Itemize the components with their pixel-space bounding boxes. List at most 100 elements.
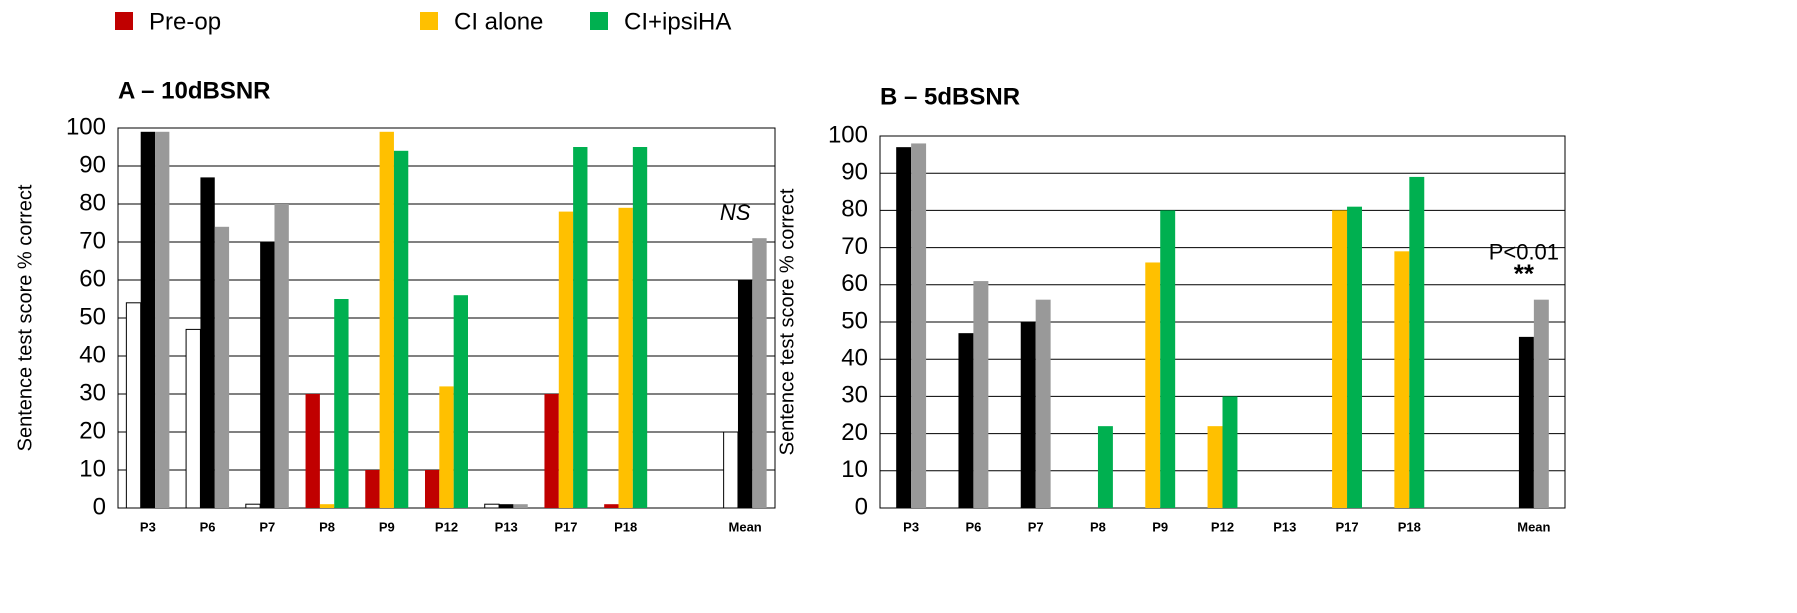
annotation: P<0.01 <box>1489 239 1559 264</box>
y-tick-label: 0 <box>855 493 868 520</box>
y-tick-label: 100 <box>828 121 868 148</box>
y-tick-label: 10 <box>79 455 106 482</box>
bar <box>155 131 170 509</box>
bar <box>1409 176 1425 509</box>
y-tick-label: 50 <box>841 307 868 334</box>
chart-title: A – 10dBSNR <box>118 77 270 104</box>
y-tick-label: 80 <box>79 189 106 216</box>
x-tick-label: P8 <box>1090 519 1106 534</box>
y-tick-label: 40 <box>79 341 106 368</box>
bar <box>752 238 767 508</box>
bar <box>319 504 335 508</box>
legend-label: CI+ipsiHA <box>624 8 731 35</box>
x-tick-label: P12 <box>1211 519 1234 534</box>
bar <box>365 470 380 508</box>
y-tick-label: 20 <box>841 419 868 446</box>
bar <box>305 394 320 508</box>
x-tick-label: P17 <box>1335 519 1358 534</box>
bar <box>334 299 349 508</box>
y-tick-label: 30 <box>841 382 868 409</box>
bar <box>1160 210 1176 508</box>
bar <box>973 281 989 508</box>
bar <box>911 143 927 508</box>
y-axis-label: Sentence test score % correct <box>776 188 798 455</box>
x-tick-label: P3 <box>140 519 156 534</box>
bar <box>544 394 559 508</box>
bar <box>393 150 409 509</box>
legend-swatch <box>420 12 438 30</box>
y-tick-label: 60 <box>841 270 868 297</box>
x-tick-label: P9 <box>379 519 395 534</box>
y-tick-label: 0 <box>93 493 106 520</box>
bar <box>439 386 454 508</box>
bar <box>632 147 648 508</box>
x-tick-label: P8 <box>319 519 335 534</box>
x-tick-label: P13 <box>1273 519 1296 534</box>
bar <box>1533 299 1549 508</box>
x-tick-label: P18 <box>1398 519 1421 534</box>
bar <box>737 280 753 508</box>
y-tick-label: 50 <box>79 303 106 330</box>
y-tick-label: 70 <box>79 227 106 254</box>
x-tick-label: P12 <box>435 519 458 534</box>
bar <box>604 504 619 508</box>
bar <box>958 333 974 508</box>
x-tick-label: Mean <box>729 519 762 534</box>
bar <box>484 503 500 509</box>
legend-label: CI alone <box>454 8 543 35</box>
bar <box>453 295 469 508</box>
x-tick-label: Mean <box>1517 519 1550 534</box>
bar <box>513 504 528 508</box>
y-tick-label: 60 <box>79 265 106 292</box>
bar <box>1222 396 1238 508</box>
bar <box>274 204 289 508</box>
y-tick-label: 70 <box>841 233 868 260</box>
x-tick-label: P18 <box>614 519 637 534</box>
bar <box>1518 336 1534 508</box>
bar <box>1145 262 1161 508</box>
y-tick-label: 90 <box>79 151 106 178</box>
x-tick-label: P3 <box>903 519 919 534</box>
y-tick-label: 20 <box>79 417 106 444</box>
bar <box>1020 322 1036 508</box>
y-axis-label: Sentence test score % correct <box>14 184 36 451</box>
legend-swatch <box>115 12 133 30</box>
bar <box>1347 206 1362 508</box>
y-tick-label: 100 <box>66 113 106 140</box>
bar <box>424 470 440 508</box>
bar <box>140 131 156 509</box>
x-tick-label: P17 <box>554 519 577 534</box>
legend-swatch <box>590 12 608 30</box>
bar <box>1097 426 1113 508</box>
x-tick-label: P7 <box>1028 519 1044 534</box>
bar <box>260 242 275 508</box>
bar <box>618 207 633 509</box>
x-tick-label: P6 <box>200 519 216 534</box>
bar <box>214 226 230 509</box>
y-tick-label: 80 <box>841 196 868 223</box>
bar <box>896 147 912 508</box>
chart-title: B – 5dBSNR <box>880 83 1020 110</box>
x-tick-label: P9 <box>1152 519 1168 534</box>
bar <box>1207 426 1223 508</box>
y-tick-label: 30 <box>79 379 106 406</box>
bar <box>125 302 142 509</box>
bar <box>1394 251 1410 508</box>
bar <box>200 177 215 508</box>
bar <box>185 328 201 509</box>
x-tick-label: P6 <box>965 519 981 534</box>
bar <box>573 147 588 508</box>
bar <box>1332 210 1348 508</box>
annotation: NS <box>720 200 751 225</box>
bar <box>723 431 739 509</box>
bar <box>245 503 261 509</box>
bar <box>1035 299 1051 508</box>
x-tick-label: P13 <box>495 519 518 534</box>
x-tick-label: P7 <box>259 519 275 534</box>
y-tick-label: 40 <box>841 345 868 372</box>
y-tick-label: 10 <box>841 456 868 483</box>
bar <box>499 504 514 508</box>
legend-label: Pre-op <box>149 8 221 35</box>
bar <box>379 131 394 509</box>
bar <box>558 211 574 508</box>
